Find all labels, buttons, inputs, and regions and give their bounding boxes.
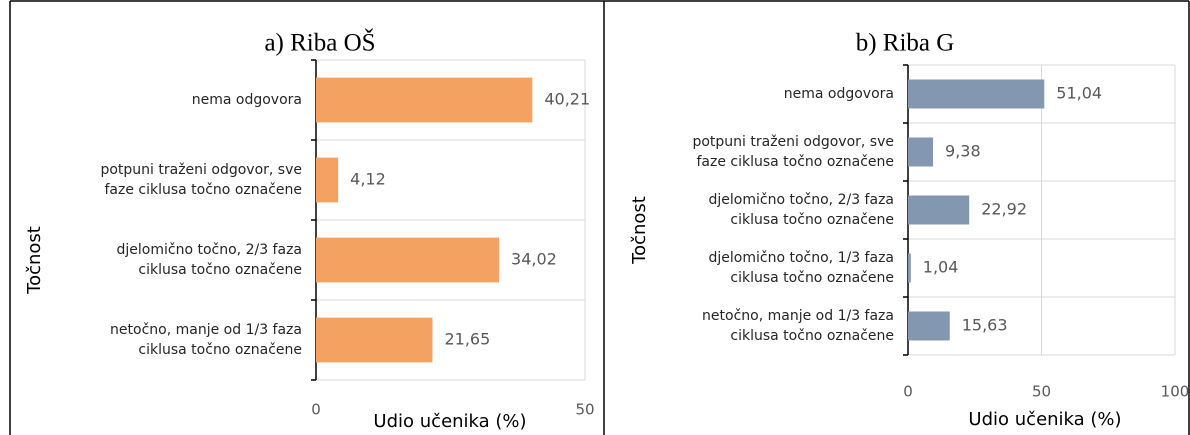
label-line: ciklusa točno označene (730, 270, 894, 286)
x-tick-label: 50 (1032, 383, 1051, 401)
value-label: 40,21 (544, 90, 590, 109)
y-tick-label: netočno, manje od 1/3 faza ciklusa točno … (702, 308, 894, 344)
x-axis-label: Udio učenika (%) (968, 409, 1121, 430)
y-tick-label: nema odgovora (192, 92, 302, 108)
y-axis-label: Točnost (629, 196, 650, 265)
value-label: 51,04 (1056, 84, 1102, 103)
label-line: ciklusa točno označene (138, 262, 302, 278)
y-tick-label: netočno, manje od 1/3 faza ciklusa točno … (110, 322, 302, 358)
label-line: ciklusa točno označene (138, 342, 302, 358)
bar (316, 157, 339, 203)
value-label: 34,02 (511, 250, 557, 269)
value-label: 1,04 (923, 258, 959, 277)
y-tick-label: djelomično točno, 1/3 faza ciklusa točno … (709, 250, 894, 286)
bar (316, 317, 433, 363)
value-label: 9,38 (945, 142, 981, 161)
label-line: faze ciklusa točno označene (104, 182, 302, 198)
bar (316, 237, 500, 283)
value-label: 21,65 (444, 330, 490, 349)
label-line: djelomično točno, 2/3 faza (117, 242, 302, 258)
label-line: djelomično točno, 2/3 faza (709, 192, 894, 208)
x-tick-label: 0 (903, 383, 913, 401)
label-line: potpuni traženi odgovor, sve (692, 134, 894, 150)
bar (908, 253, 911, 283)
label-line: netočno, manje od 1/3 faza (110, 322, 302, 338)
x-tick-label: 50 (575, 401, 594, 419)
bar (908, 195, 970, 225)
bar (316, 77, 533, 123)
y-tick-label: potpuni traženi odgovor, sve faze ciklusa… (100, 162, 302, 198)
y-tick-label: potpuni traženi odgovor, sve faze ciklusa… (692, 134, 894, 170)
y-tick-label: nema odgovora (784, 86, 894, 102)
label-line: ciklusa točno označene (730, 212, 894, 228)
label-line: netočno, manje od 1/3 faza (702, 308, 894, 324)
y-axis-label: Točnost (24, 226, 45, 295)
value-label: 22,92 (981, 200, 1027, 219)
label-line: ciklusa točno označene (730, 328, 894, 344)
y-tick-label: djelomično točno, 2/3 faza ciklusa točno … (709, 192, 894, 228)
chart-title: a) Riba OŠ (264, 28, 375, 57)
x-tick-label: 0 (311, 401, 321, 419)
value-label: 4,12 (350, 170, 386, 189)
label-line: potpuni traženi odgovor, sve (100, 162, 302, 178)
x-tick-label: 100 (1161, 383, 1190, 401)
label-line: faze ciklusa točno označene (696, 154, 894, 170)
x-axis-label: Udio učenika (%) (373, 411, 526, 432)
bar (908, 137, 934, 167)
value-label: 15,63 (962, 316, 1008, 335)
bar (908, 79, 1045, 109)
y-tick-label: djelomično točno, 2/3 faza ciklusa točno … (117, 242, 302, 278)
chart-title: b) Riba G (856, 30, 955, 57)
bar (908, 311, 950, 341)
label-line: djelomično točno, 1/3 faza (709, 250, 894, 266)
